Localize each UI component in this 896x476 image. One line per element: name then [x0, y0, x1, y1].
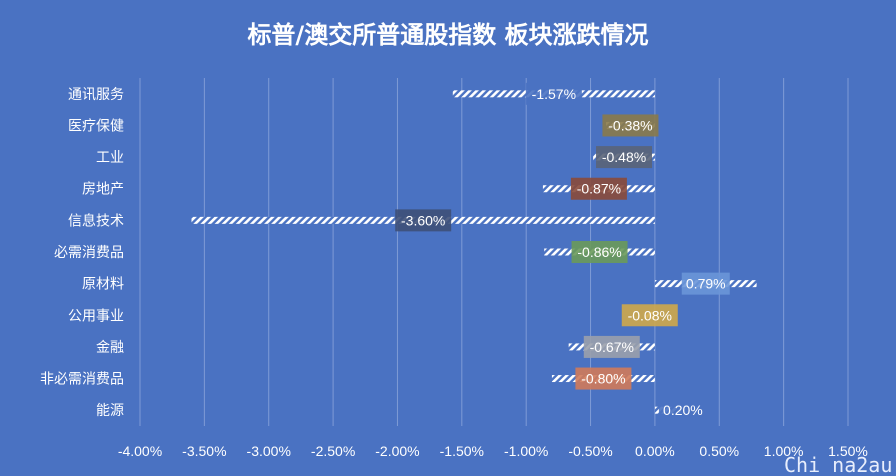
bars: -1.57% -0.38% -0.48% -0.87% -3.60% -0.86% 0.79… [191, 82, 757, 422]
x-tick-label: -3.50% [182, 443, 226, 459]
data-label: -0.08% [628, 307, 672, 323]
category-label: 房地产 [82, 182, 124, 198]
category-label: 非必需消费品 [40, 372, 124, 388]
data-label: 0.20% [663, 402, 703, 418]
data-label: 0.79% [686, 276, 726, 292]
tick-labels: -4.00% -3.50% -3.00% -2.50% -2.00% -1.50% -1.0… [118, 443, 868, 459]
data-label: -0.87% [577, 181, 621, 197]
data-label-box [525, 82, 582, 105]
data-label-box [570, 177, 627, 200]
category-label: 信息技术 [68, 212, 124, 229]
category-label: 必需消费品 [54, 245, 124, 261]
data-label-box [571, 241, 628, 263]
x-tick-label: -4.00% [118, 443, 162, 459]
x-tick-label: -2.50% [311, 443, 355, 459]
x-tick-label: -3.00% [247, 443, 291, 459]
data-label-box [395, 209, 452, 232]
category-label: 医疗保健 [68, 118, 124, 134]
x-tick-label: -2.00% [375, 443, 419, 459]
data-label-box [583, 335, 640, 358]
data-label: -0.80% [581, 371, 625, 387]
data-label: -1.57% [532, 86, 576, 102]
data-label: -0.86% [577, 244, 621, 260]
data-label: -0.67% [590, 339, 634, 355]
data-label-box [681, 272, 730, 295]
data-label-box [658, 399, 707, 422]
x-tick-label: 1.50% [828, 443, 868, 459]
category-label: 通讯服务 [68, 87, 124, 103]
data-label: -0.38% [608, 117, 652, 133]
data-label-box [575, 367, 632, 390]
category-label: 能源 [96, 403, 124, 419]
data-label-box [596, 146, 653, 169]
data-label: -3.60% [401, 212, 445, 228]
category-label: 工业 [96, 150, 124, 166]
x-tick-label: -0.50% [568, 443, 612, 459]
gridlines [139, 78, 849, 426]
chart-title: 标普/澳交所普通股指数 板块涨跌情况 [247, 21, 648, 49]
x-tick-label: 0.50% [699, 443, 739, 459]
category-label: 原材料 [82, 277, 124, 293]
watermark: Chi na2au [784, 453, 892, 476]
data-label-box [602, 114, 659, 137]
data-label: -0.48% [602, 149, 646, 165]
x-tick-label: 1.00% [764, 443, 804, 459]
x-tick-label: 0.00% [635, 443, 675, 459]
data-label-box [621, 304, 678, 327]
x-tick-label: -1.00% [504, 443, 548, 459]
x-tick-label: -1.50% [440, 443, 484, 459]
category-label: 公用事业 [68, 308, 124, 324]
category-label: 金融 [96, 340, 124, 356]
